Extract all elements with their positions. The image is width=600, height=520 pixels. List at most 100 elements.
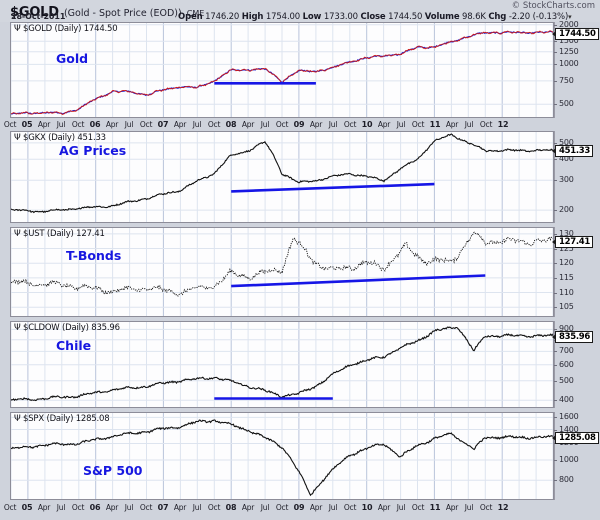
- y-tick-mark: [554, 429, 557, 431]
- x-tick-label: Oct: [139, 503, 153, 512]
- y-tick-mark: [554, 24, 557, 26]
- open-label: Open: [178, 12, 203, 22]
- symbol-description: (Gold - Spot Price (EOD)): [63, 8, 182, 19]
- y-tick-mark: [554, 351, 557, 353]
- x-tick-label: Apr: [173, 120, 187, 129]
- chart-panel-t-bonds[interactable]: Ψ $UST (Daily) 127.41 T-Bonds: [10, 227, 554, 317]
- chart-header: $GOLD (Gold - Spot Price (EOD)) CME 28-O…: [0, 0, 600, 22]
- exchange-label: CME: [186, 9, 205, 18]
- chevron-down-icon[interactable]: ▾: [568, 13, 572, 21]
- x-tick-label: 05: [21, 120, 33, 129]
- quote-date: 28-Oct-2011: [11, 12, 66, 21]
- y-tick-label: 500: [559, 375, 574, 385]
- panel-annotation-gold: Gold: [56, 51, 89, 66]
- plot-area-ag-prices: [11, 132, 553, 222]
- last-price-tag-chile: 835.96: [551, 330, 594, 343]
- x-tick-label: Jul: [396, 503, 406, 512]
- trendline-ag-prices[interactable]: [231, 182, 435, 193]
- x-tick-label: Jul: [192, 503, 202, 512]
- y-tick-mark: [554, 41, 557, 43]
- y-tick-mark: [554, 233, 557, 235]
- x-tick-label: Jul: [328, 120, 338, 129]
- y-tick-mark: [554, 364, 557, 366]
- x-tick-label: Oct: [3, 503, 17, 512]
- y-axis-t-bonds: 130125120115110105127.41: [551, 227, 600, 317]
- x-tick-label: Jul: [328, 503, 338, 512]
- high-label: High: [241, 12, 264, 22]
- y-tick-label: 500: [559, 137, 574, 147]
- high-value: 1754.00: [265, 12, 301, 22]
- x-axis-top: Oct 05 Apr Jul Oct 06 Apr Jul Oct 07 Apr Jul Oct 08 Ap…: [4, 120, 554, 132]
- x-tick-label: Apr: [445, 120, 459, 129]
- x-tick-label: Jul: [56, 120, 66, 129]
- price-line-ag-prices: [11, 133, 553, 214]
- y-tick-label: 500: [559, 99, 574, 109]
- y-tick-label: 1000: [559, 454, 579, 464]
- plot-area-chile: [11, 322, 553, 407]
- trendline-t-bonds[interactable]: [231, 274, 486, 288]
- x-tick-label: 06: [89, 120, 101, 129]
- x-tick-label: Oct: [275, 503, 289, 512]
- x-tick-label: Jul: [396, 120, 406, 129]
- y-tick-mark: [554, 417, 557, 419]
- x-tick-label: Oct: [343, 120, 357, 129]
- x-tick-label: 05: [21, 503, 33, 512]
- x-tick-label: 08: [225, 503, 237, 512]
- x-tick-label: Apr: [37, 120, 51, 129]
- open-value: 1746.20: [205, 12, 240, 22]
- chart-panel-gold[interactable]: Ψ $GOLD (Daily) 1744.50 Gold: [10, 22, 554, 118]
- y-tick-mark: [554, 400, 557, 402]
- y-axis-chile: 900800700600500400835.96: [551, 321, 600, 408]
- y-tick-label: 400: [559, 395, 574, 405]
- quote-bar: Open 1746.20 High 1754.00 Low 1733.00 Cl…: [178, 12, 572, 22]
- y-tick-label: 120: [559, 258, 574, 268]
- y-tick-mark: [554, 459, 557, 461]
- axis-rail: [554, 227, 555, 317]
- y-tick-mark: [554, 159, 557, 161]
- x-axis-bottom: Oct 05 Apr Jul Oct 06 Apr Jul Oct 07 Apr Jul Oct 08 Ap…: [4, 503, 554, 515]
- last-price-tag-t-bonds: 127.41: [551, 236, 594, 249]
- y-tick-mark: [554, 64, 557, 66]
- x-tick-label: Oct: [3, 120, 17, 129]
- volume-label: Volume: [424, 12, 460, 22]
- y-tick-label: 200: [559, 205, 574, 215]
- close-label: Close: [360, 12, 386, 22]
- x-tick-label: Apr: [241, 120, 255, 129]
- x-tick-label: Oct: [411, 503, 425, 512]
- y-tick-mark: [554, 307, 557, 309]
- x-tick-label: Apr: [377, 503, 391, 512]
- x-tick-label: 11: [429, 503, 441, 512]
- last-price-tag-ag-prices: 451.33: [551, 145, 594, 158]
- y-tick-mark: [554, 104, 557, 106]
- y-tick-mark: [554, 480, 557, 482]
- x-tick-label: Apr: [377, 120, 391, 129]
- y-tick-mark: [554, 80, 557, 82]
- x-tick-label: Jul: [124, 503, 134, 512]
- x-tick-label: 12: [497, 120, 509, 129]
- y-tick-label: 105: [559, 302, 574, 312]
- y-axis-gold: 2000 1500 1250 1000 750 500 1744.50: [552, 19, 600, 118]
- x-tick-label: 12: [497, 503, 509, 512]
- chart-panel-ag-prices[interactable]: Ψ $GKX (Daily) 451.33 AG Prices: [10, 131, 554, 223]
- y-tick-label: 2000: [559, 19, 579, 29]
- panel-annotation-t-bonds: T-Bonds: [66, 248, 122, 263]
- y-axis-ag-prices: 500 400 300 200 451.33: [551, 131, 600, 223]
- y-tick-mark: [554, 277, 557, 279]
- y-tick-label: 1500: [559, 36, 579, 46]
- y-tick-label: 400: [559, 154, 574, 164]
- y-axis-sp500: 16001400120010008001285.08: [552, 412, 600, 500]
- x-tick-label: 07: [157, 120, 169, 129]
- y-tick-mark: [554, 210, 557, 212]
- chart-panel-sp500[interactable]: Ψ $SPX (Daily) 1285.08 S&P 500: [10, 412, 554, 500]
- series-label-chile: Ψ $CLDOW (Daily) 835.96: [14, 323, 120, 333]
- x-tick-label: Jul: [260, 120, 270, 129]
- chart-panel-chile[interactable]: Ψ $CLDOW (Daily) 835.96 Chile: [10, 321, 554, 408]
- plot-area-t-bonds: [11, 228, 553, 316]
- plot-area-gold: [11, 23, 553, 117]
- x-tick-label: Oct: [343, 503, 357, 512]
- series-label-ag-prices: Ψ $GKX (Daily) 451.33: [14, 133, 106, 143]
- chart-title: $GOLD (Gold - Spot Price (EOD)) CME: [10, 1, 204, 20]
- x-tick-label: 11: [429, 120, 441, 129]
- price-line-t-bonds: [11, 231, 553, 297]
- symbol-ticker: $GOLD: [10, 5, 59, 20]
